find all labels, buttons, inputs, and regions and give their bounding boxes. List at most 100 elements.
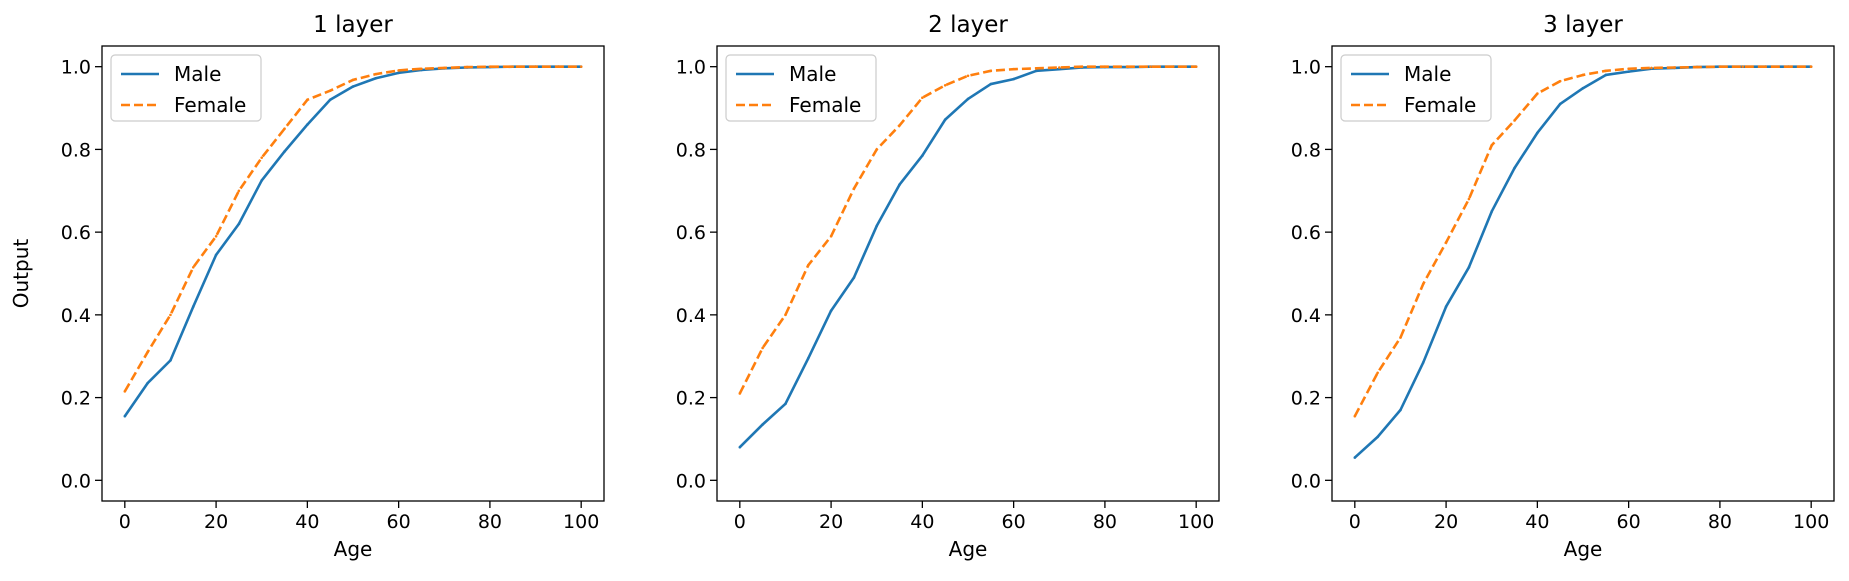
- data-point-male: [806, 356, 810, 360]
- data-point-male: [1490, 210, 1494, 213]
- data-point-male: [1627, 70, 1630, 73]
- data-point-male: [1467, 265, 1471, 269]
- data-point-male: [374, 76, 378, 80]
- y-tick-label: 0.4: [61, 305, 91, 327]
- data-point-female: [283, 127, 286, 131]
- data-point-male: [1376, 435, 1379, 439]
- legend-label-male: Male: [1404, 62, 1451, 86]
- data-point-male: [169, 359, 172, 362]
- data-point-male: [1536, 131, 1539, 135]
- series-line-male: [738, 65, 1197, 449]
- data-point-male: [1581, 86, 1585, 90]
- data-point-male: [1513, 166, 1516, 170]
- legend-label-male: Male: [789, 62, 836, 86]
- data-point-male: [761, 423, 764, 426]
- data-point-male: [784, 402, 787, 406]
- data-point-female: [214, 234, 218, 238]
- y-tick-label: 0.0: [61, 470, 91, 492]
- data-point-male: [397, 71, 400, 75]
- y-tick-label: 0.6: [1291, 222, 1321, 244]
- data-point-female: [1627, 67, 1630, 71]
- legend: Male Female: [725, 54, 877, 122]
- legend-label-female: Female: [789, 93, 861, 117]
- y-tick-label: 0.2: [1291, 388, 1321, 410]
- data-point-female: [1194, 65, 1198, 68]
- legend-label-female: Female: [1404, 93, 1476, 117]
- data-point-female: [511, 65, 515, 68]
- y-tick-label: 1.0: [1291, 57, 1321, 79]
- chart-panel-1: 1 layer 0 20 40 60 80 100 0.0 0.2 0.4 0.6 0.8 1.0 Age…: [9, 12, 605, 561]
- y-tick-label: 0.4: [676, 305, 706, 327]
- data-point-male: [875, 224, 879, 228]
- data-point-female: [966, 74, 970, 78]
- plot-frame: [716, 45, 1220, 502]
- data-point-male: [283, 150, 286, 153]
- data-point-male: [351, 85, 355, 88]
- data-point-female: [1080, 65, 1084, 68]
- data-point-female: [1718, 65, 1722, 68]
- data-point-female: [306, 98, 309, 102]
- data-point-male: [123, 414, 127, 418]
- data-point-female: [1650, 66, 1653, 70]
- data-point-female: [534, 65, 537, 68]
- x-tick-label: 100: [563, 511, 599, 533]
- data-point-female: [442, 66, 446, 70]
- x-tick-label: 0: [1349, 511, 1361, 533]
- data-point-female: [1399, 336, 1402, 339]
- data-point-female: [420, 67, 423, 71]
- data-point-female: [579, 65, 583, 68]
- data-point-female: [146, 350, 149, 354]
- x-tick-label: 60: [387, 511, 411, 533]
- x-tick-label: 0: [119, 511, 131, 533]
- x-tick-label: 40: [295, 511, 319, 533]
- data-point-male: [1558, 102, 1562, 106]
- data-point-female: [1103, 65, 1107, 68]
- data-point-female: [875, 148, 879, 151]
- data-point-female: [191, 265, 195, 269]
- data-point-male: [989, 82, 993, 86]
- y-tick-label: 0.4: [1291, 305, 1321, 327]
- data-point-female: [1513, 119, 1516, 122]
- data-point-female: [1787, 65, 1790, 68]
- data-point-female: [260, 156, 264, 159]
- data-point-male: [237, 222, 241, 226]
- legend: Male Female: [1340, 54, 1492, 122]
- data-point-male: [966, 97, 970, 101]
- y-tick-label: 0.0: [676, 470, 706, 492]
- data-point-male: [921, 154, 924, 157]
- data-point-female: [784, 313, 787, 317]
- plot-frame: [101, 45, 605, 502]
- y-tick-label: 0.8: [1291, 139, 1321, 161]
- x-tick-label: 100: [1793, 511, 1829, 533]
- data-point-male: [191, 305, 195, 308]
- data-point-male: [1421, 361, 1425, 364]
- x-tick-label: 100: [1178, 511, 1214, 533]
- data-point-male: [1012, 77, 1015, 81]
- chart-panel-2: 2 layer 0 20 40 60 80 100 0.0 0.2 0.4 0.6 0.8 1.0 Age…: [676, 12, 1220, 561]
- data-point-female: [123, 390, 127, 393]
- y-tick-label: 0.2: [61, 388, 91, 410]
- x-tick-label: 80: [1093, 511, 1117, 533]
- y-tick-label: 0.6: [676, 222, 706, 244]
- series-line-female: [738, 65, 1197, 395]
- data-point-female: [921, 96, 924, 100]
- x-tick-label: 80: [1708, 511, 1732, 533]
- x-tick-label: 60: [1617, 511, 1641, 533]
- data-point-female: [1444, 241, 1448, 244]
- x-tick-label: 40: [910, 511, 934, 533]
- data-point-female: [1467, 197, 1471, 201]
- data-point-female: [557, 65, 560, 68]
- data-point-male: [146, 381, 149, 385]
- data-point-male: [306, 123, 309, 126]
- data-point-male: [852, 276, 856, 279]
- data-point-female: [1126, 65, 1130, 68]
- data-point-female: [1353, 414, 1357, 418]
- data-point-female: [1741, 65, 1745, 68]
- x-tick-label: 60: [1002, 511, 1026, 533]
- chart-title: 1 layer: [313, 12, 393, 38]
- y-tick-label: 0.0: [1291, 470, 1321, 492]
- data-point-female: [237, 189, 241, 193]
- data-point-female: [989, 69, 993, 73]
- data-point-female: [1149, 65, 1152, 68]
- data-point-female: [898, 124, 901, 127]
